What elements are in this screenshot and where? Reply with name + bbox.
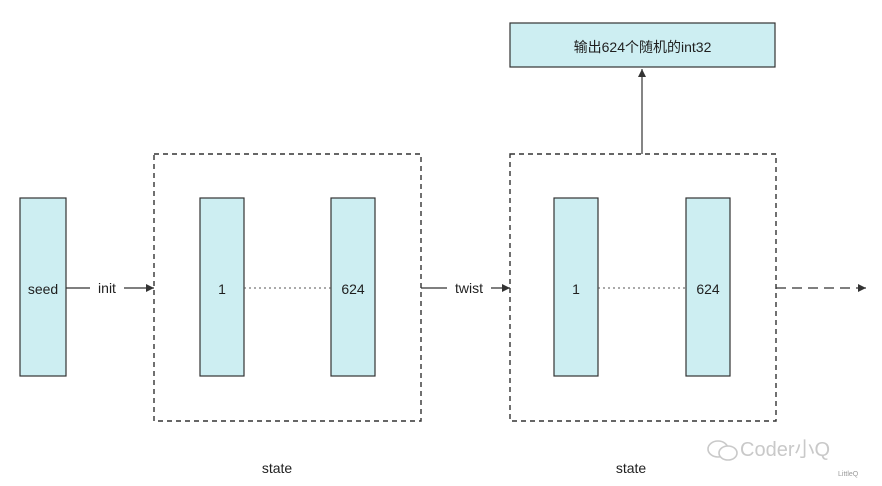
output-label: 输出624个随机的int32 bbox=[573, 39, 712, 55]
seed-block bbox=[19, 197, 67, 377]
twist-label: twist bbox=[447, 280, 491, 296]
seed-label: seed bbox=[27, 281, 59, 297]
init-label: init bbox=[90, 280, 124, 296]
state-group-1-last-label: 624 bbox=[341, 281, 365, 297]
state-group-1-last-cell bbox=[330, 197, 376, 377]
state-group-2-caption: state bbox=[615, 460, 647, 476]
state-group-2-first-cell bbox=[553, 197, 599, 377]
state-group-2-first-label: 1 bbox=[572, 281, 580, 297]
state-group-1-first-cell bbox=[199, 197, 245, 377]
state-group-2-last-cell bbox=[685, 197, 731, 377]
watermark-text: Coder小Q bbox=[740, 439, 831, 461]
chat-bubble-icon bbox=[707, 439, 738, 461]
state-group-1-caption: state bbox=[261, 460, 293, 476]
output-box bbox=[509, 22, 776, 68]
state-group-1-frame bbox=[153, 153, 422, 422]
watermark: Coder小Q bbox=[706, 436, 846, 464]
watermark-subtext: LittleQ bbox=[838, 471, 859, 478]
state-group-1-first-label: 1 bbox=[218, 281, 226, 297]
state-group-2-last-label: 624 bbox=[696, 281, 720, 297]
